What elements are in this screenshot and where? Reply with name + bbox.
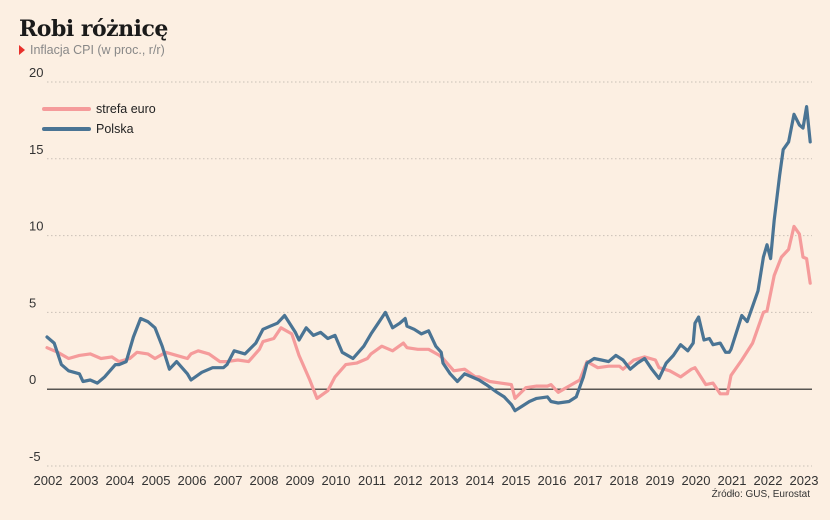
series-line-0 bbox=[45, 224, 812, 400]
series-line-1 bbox=[45, 105, 812, 413]
x-tick-label: 2007 bbox=[214, 473, 243, 488]
x-tick-label: 2002 bbox=[34, 473, 63, 488]
x-tick-label: 2004 bbox=[106, 473, 135, 488]
y-tick-label: 15 bbox=[29, 142, 43, 157]
grid-layer bbox=[47, 81, 812, 467]
y-tick-label: 5 bbox=[29, 295, 36, 310]
x-tick-label: 2023 bbox=[790, 473, 819, 488]
x-tick-label: 2017 bbox=[574, 473, 603, 488]
x-axis-ticks: 2002 2003 2004 2005 2006 2007 2008 2009 2010 2011… bbox=[34, 473, 819, 488]
y-axis-ticks: -5 0 5 10 15 20 bbox=[29, 65, 43, 464]
x-tick-label: 2011 bbox=[358, 473, 386, 488]
legend: strefa euro Polska bbox=[42, 102, 156, 136]
source-note: Źródło: GUS, Eurostat bbox=[711, 489, 810, 500]
series-layer bbox=[45, 105, 812, 413]
chart-subtitle: Inflacja CPI (w proc., r/r) bbox=[19, 43, 165, 57]
y-tick-label: 0 bbox=[29, 372, 36, 387]
y-tick-label: -5 bbox=[29, 449, 41, 464]
x-tick-label: 2014 bbox=[466, 473, 495, 488]
legend-label-1: Polska bbox=[96, 122, 134, 136]
red-triangle-icon bbox=[19, 45, 25, 55]
x-tick-label: 2010 bbox=[322, 473, 351, 488]
legend-label-0: strefa euro bbox=[96, 102, 156, 116]
subtitle-text: Inflacja CPI (w proc., r/r) bbox=[30, 43, 165, 57]
x-tick-label: 2019 bbox=[646, 473, 675, 488]
x-tick-label: 2012 bbox=[394, 473, 423, 488]
x-tick-label: 2021 bbox=[718, 473, 747, 488]
x-tick-label: 2020 bbox=[682, 473, 711, 488]
x-tick-label: 2018 bbox=[610, 473, 639, 488]
x-tick-label: 2009 bbox=[286, 473, 315, 488]
x-tick-label: 2013 bbox=[430, 473, 459, 488]
chart-title: Robi różnicę bbox=[19, 16, 168, 42]
y-tick-label: 10 bbox=[29, 219, 43, 234]
x-tick-label: 2015 bbox=[502, 473, 531, 488]
x-tick-label: 2022 bbox=[754, 473, 783, 488]
x-tick-label: 2005 bbox=[142, 473, 171, 488]
x-tick-label: 2016 bbox=[538, 473, 567, 488]
x-tick-label: 2003 bbox=[70, 473, 99, 488]
y-tick-label: 20 bbox=[29, 65, 43, 80]
x-tick-label: 2008 bbox=[250, 473, 279, 488]
x-tick-label: 2006 bbox=[178, 473, 207, 488]
